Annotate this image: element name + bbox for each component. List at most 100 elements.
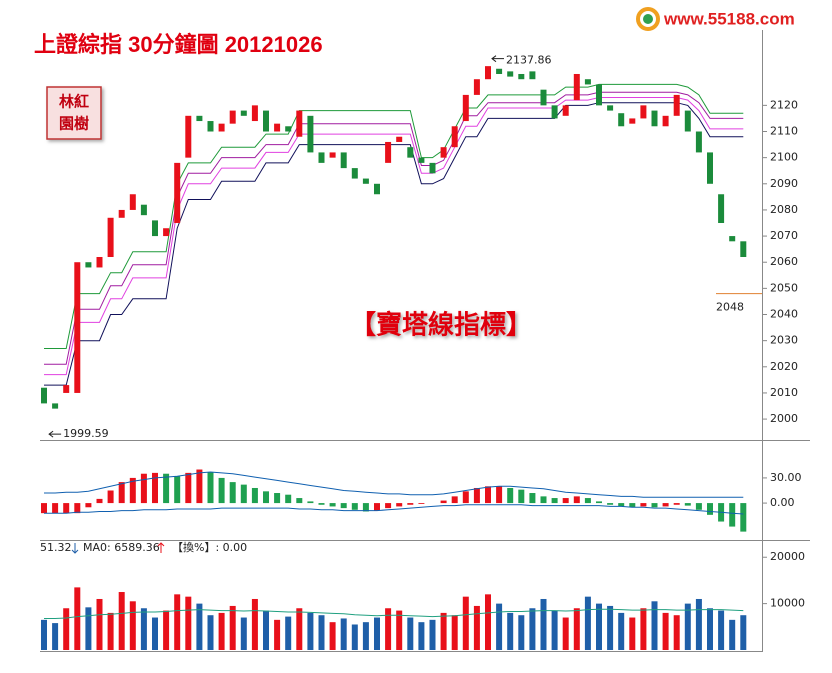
volume-bar <box>362 622 369 650</box>
volume-bar <box>629 617 636 650</box>
candle <box>374 183 380 195</box>
y-tick-label: 2080 <box>770 203 798 216</box>
volume-bar <box>640 608 647 650</box>
macd-bar <box>52 503 59 514</box>
y-tick-label: 30.00 <box>770 471 802 484</box>
macd-bar <box>385 503 392 509</box>
candle <box>673 94 680 116</box>
candle <box>607 105 614 111</box>
high-label: 2137.86 <box>506 54 552 67</box>
macd-bar <box>629 503 636 508</box>
candle <box>562 105 569 116</box>
candle <box>407 147 414 158</box>
volume-bar <box>374 617 380 650</box>
y-tick-label: 2100 <box>770 151 798 164</box>
candle <box>440 147 447 158</box>
candle <box>362 178 369 184</box>
volume-bar <box>274 619 281 650</box>
volume-bar <box>240 617 247 650</box>
volume-bar <box>129 601 136 650</box>
volume-bar <box>507 612 514 650</box>
candle <box>63 385 70 393</box>
volume-bar <box>329 622 336 650</box>
y-tick-label: 2120 <box>770 98 798 111</box>
candle <box>729 236 736 242</box>
candle <box>473 79 480 95</box>
volume-bar <box>152 617 158 650</box>
candle <box>640 105 647 119</box>
candle <box>429 162 436 174</box>
macd-bar <box>740 503 747 532</box>
volume-bar <box>529 608 536 650</box>
volume-bar <box>174 594 181 650</box>
macd-bar <box>529 493 536 504</box>
candle <box>218 123 225 132</box>
macd-bar <box>651 503 658 508</box>
candle <box>507 71 514 77</box>
volume-bar <box>85 607 92 650</box>
macd-bar <box>485 486 491 504</box>
legend-turnover: 【換%】: 0.00 <box>172 541 247 554</box>
candle <box>85 262 92 268</box>
macd-bar <box>362 503 369 512</box>
volume-bar <box>473 605 480 650</box>
macd-bar <box>74 503 81 514</box>
candle <box>707 152 713 184</box>
macd-bar <box>396 503 403 507</box>
volume-bar <box>729 619 736 650</box>
candle <box>263 110 269 132</box>
legend-arrow <box>71 543 79 554</box>
macd-bar <box>695 503 702 510</box>
macd-bar <box>107 490 114 504</box>
macd-bar <box>196 469 203 504</box>
macd-bar <box>207 472 214 504</box>
candle <box>584 79 591 85</box>
macd-bar <box>152 472 158 504</box>
volume-bar <box>496 603 503 650</box>
volume-bar <box>596 603 602 650</box>
volume-bar <box>485 594 491 650</box>
volume-bar <box>707 608 713 650</box>
candle <box>551 105 558 119</box>
volume-bar <box>518 615 525 650</box>
candle <box>41 387 47 404</box>
macd-bar <box>263 491 269 504</box>
macd-bar <box>140 473 147 504</box>
candle <box>340 152 347 169</box>
volume-bar <box>540 598 547 650</box>
volume-bar <box>41 619 47 650</box>
candle <box>296 110 303 137</box>
macd-bar <box>85 503 92 508</box>
badge-box <box>46 86 102 140</box>
legend-arrow <box>157 542 165 553</box>
volume-bar <box>662 612 669 650</box>
candle <box>185 115 192 158</box>
y-tick-label: 2030 <box>770 334 798 347</box>
y-tick-label: 2070 <box>770 229 798 242</box>
volume-bar <box>251 598 258 650</box>
macd-bar <box>584 498 591 504</box>
candle <box>518 73 525 80</box>
macd-bar <box>63 503 70 514</box>
candle <box>451 126 458 148</box>
macd-bar <box>118 482 125 504</box>
logo: www.55188.com <box>663 9 795 28</box>
volume-bar <box>307 612 314 650</box>
macd-bar <box>41 503 47 514</box>
volume-bar <box>418 622 425 650</box>
macd-bar <box>440 500 447 504</box>
volume-bar <box>118 592 125 650</box>
candle <box>274 123 281 132</box>
candle <box>740 241 747 257</box>
badge-text: 林紅 <box>59 93 89 111</box>
macd-bar <box>707 503 713 515</box>
volume-bar <box>351 624 358 650</box>
y-tick-label: 2020 <box>770 360 798 373</box>
macd-bar <box>684 503 691 506</box>
volume-bar <box>207 615 214 650</box>
volume-bar <box>573 608 580 650</box>
macd-bar <box>163 473 170 504</box>
volume-bar <box>451 615 458 650</box>
volume-bar <box>296 608 303 650</box>
candle <box>318 152 325 163</box>
